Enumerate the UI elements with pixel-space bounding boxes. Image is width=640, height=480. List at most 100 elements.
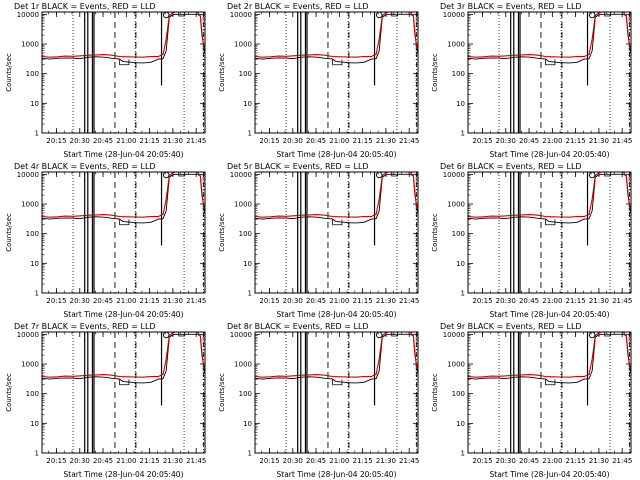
x-tick-label: 21:15 — [353, 137, 373, 145]
plot-frame — [254, 171, 419, 294]
events-series-line — [41, 333, 206, 384]
y-axis-label: Counts/sec — [218, 53, 226, 92]
x-tick-label: 20:30 — [496, 297, 516, 305]
plot-frame — [467, 171, 632, 294]
detector-panel-2: Det 2r BLACK = Events, RED = LLD Counts/s… — [213, 0, 426, 160]
x-tick-label: 20:45 — [306, 137, 326, 145]
step-box-marker — [332, 59, 343, 66]
lightcurve-plot: Det 1r BLACK = Events, RED = LLD Counts/s… — [5, 2, 206, 159]
step-box-marker — [119, 219, 130, 226]
detector-panel-1: Det 1r BLACK = Events, RED = LLD Counts/s… — [0, 0, 213, 160]
x-tick-label: 21:00 — [329, 457, 349, 465]
x-tick-label: 21:00 — [542, 457, 562, 465]
x-tick-label: 20:15 — [259, 297, 279, 305]
plot-title: Det 2r BLACK = Events, RED = LLD — [227, 2, 369, 11]
plot-frame — [467, 331, 632, 454]
y-tick-label: 1000 — [447, 361, 465, 369]
x-tick-label: 21:30 — [589, 297, 609, 305]
x-tick-label: 20:30 — [496, 137, 516, 145]
y-tick-label: 1 — [35, 130, 39, 138]
x-tick-label: 21:45 — [612, 297, 632, 305]
x-tick-label: 20:45 — [93, 137, 113, 145]
circle-marker — [375, 11, 383, 19]
x-tick-label: 21:30 — [163, 297, 183, 305]
x-tick-label: 21:30 — [589, 137, 609, 145]
y-tick-label: 100 — [26, 70, 39, 78]
bracket-marker — [178, 332, 186, 337]
x-tick-label: 20:45 — [306, 297, 326, 305]
y-tick-label: 100 — [239, 390, 252, 398]
lightcurve-plot: Det 4r BLACK = Events, RED = LLD Counts/s… — [5, 162, 206, 319]
x-tick-label: 20:30 — [496, 457, 516, 465]
lightcurve-plot: Det 9r BLACK = Events, RED = LLD Counts/s… — [431, 322, 632, 479]
y-tick-label: 10000 — [230, 11, 252, 19]
x-tick-label: 20:15 — [259, 457, 279, 465]
plot-title: Det 8r BLACK = Events, RED = LLD — [227, 322, 369, 331]
x-tick-label: 20:45 — [306, 457, 326, 465]
y-tick-label: 10000 — [17, 171, 39, 179]
events-series-line — [254, 173, 419, 224]
lightcurve-plot: Det 6r BLACK = Events, RED = LLD Counts/s… — [431, 162, 632, 319]
y-tick-label: 1000 — [21, 361, 39, 369]
plot-title: Det 6r BLACK = Events, RED = LLD — [440, 162, 582, 171]
y-tick-label: 1 — [35, 450, 39, 458]
x-tick-label: 21:00 — [116, 297, 136, 305]
x-tick-label: 21:15 — [566, 297, 586, 305]
y-tick-label: 1 — [248, 290, 252, 298]
x-tick-label: 20:45 — [93, 457, 113, 465]
x-tick-label: 20:30 — [283, 457, 303, 465]
x-tick-label: 20:15 — [472, 297, 492, 305]
lld-series-line — [254, 331, 419, 378]
x-tick-label: 21:45 — [186, 137, 206, 145]
lld-series-line — [41, 11, 206, 58]
step-box-marker — [332, 219, 343, 226]
plot-title: Det 9r BLACK = Events, RED = LLD — [440, 322, 582, 331]
events-series-line — [41, 13, 206, 64]
x-tick-label: 20:30 — [283, 297, 303, 305]
y-tick-label: 10 — [456, 260, 465, 268]
plot-frame — [41, 171, 206, 294]
circle-marker — [162, 331, 170, 339]
x-tick-label: 21:00 — [116, 137, 136, 145]
lightcurve-plot: Det 5r BLACK = Events, RED = LLD Counts/s… — [218, 162, 419, 319]
y-tick-label: 100 — [452, 230, 465, 238]
y-axis-label: Counts/sec — [5, 213, 13, 252]
bracket-marker — [391, 332, 399, 337]
y-tick-label: 100 — [239, 70, 252, 78]
step-box-marker — [119, 59, 130, 66]
bracket-marker — [604, 332, 612, 337]
y-tick-label: 10 — [243, 420, 252, 428]
y-tick-label: 10 — [243, 260, 252, 268]
y-axis-label: Counts/sec — [218, 373, 226, 412]
x-tick-label: 21:00 — [542, 137, 562, 145]
y-tick-label: 10000 — [443, 11, 465, 19]
detector-panel-9: Det 9r BLACK = Events, RED = LLD Counts/s… — [426, 320, 639, 480]
bracket-marker — [604, 172, 612, 177]
y-tick-label: 10000 — [230, 331, 252, 339]
events-series-line — [467, 173, 632, 224]
plot-frame — [254, 11, 419, 134]
circle-marker — [375, 171, 383, 179]
y-tick-label: 10 — [456, 100, 465, 108]
y-axis-label: Counts/sec — [5, 53, 13, 92]
x-tick-label: 21:30 — [376, 297, 396, 305]
y-tick-label: 10 — [456, 420, 465, 428]
y-tick-label: 1000 — [234, 41, 252, 49]
y-axis-label: Counts/sec — [5, 373, 13, 412]
circle-marker — [588, 171, 596, 179]
bracket-marker — [391, 12, 399, 17]
x-tick-label: 21:45 — [612, 137, 632, 145]
x-tick-label: 21:45 — [399, 297, 419, 305]
plot-frame — [467, 11, 632, 134]
y-tick-label: 1 — [461, 130, 465, 138]
x-axis-label: Start Time (28-Jun-04 20:05:40) — [64, 470, 184, 479]
y-axis-label: Counts/sec — [218, 213, 226, 252]
events-series-line — [467, 13, 632, 64]
lld-series-line — [467, 11, 632, 58]
y-tick-label: 1 — [248, 130, 252, 138]
y-tick-label: 1000 — [234, 201, 252, 209]
x-tick-label: 21:15 — [140, 297, 160, 305]
y-tick-label: 100 — [452, 390, 465, 398]
y-tick-label: 10 — [30, 260, 39, 268]
